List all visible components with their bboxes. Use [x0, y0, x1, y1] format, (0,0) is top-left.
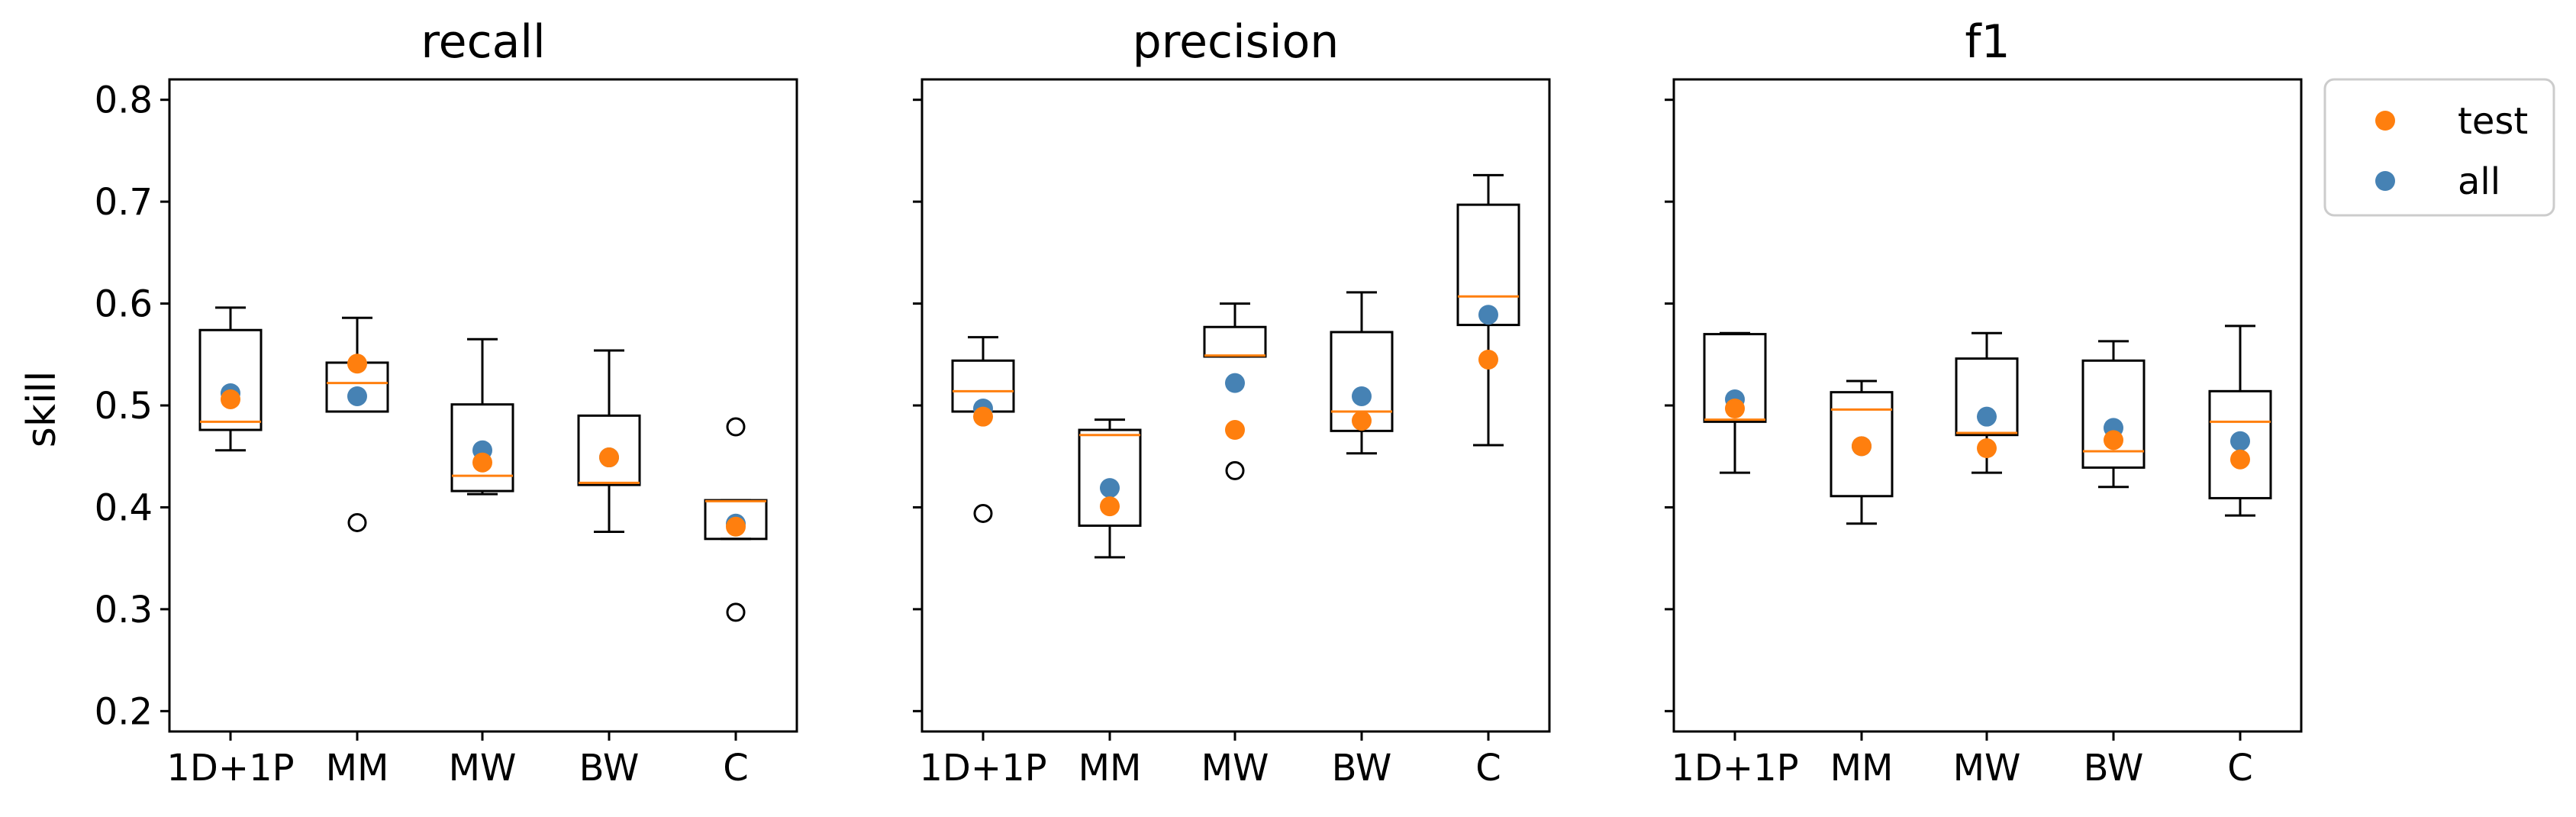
x-tick-label: MM: [326, 747, 389, 790]
point-test-MW: [1225, 420, 1245, 441]
panel-f1: f1 1D+1P MM MW BW C: [1665, 15, 2303, 790]
y-tick-label: 0.6: [95, 283, 153, 326]
plot-frame: [1672, 78, 2303, 733]
box-BW: [577, 349, 641, 533]
x-tick-label: MW: [1201, 747, 1269, 790]
point-test-BW: [2104, 430, 2123, 450]
point-all-MM: [347, 386, 367, 406]
box-MM: [325, 316, 389, 532]
point-all-C: [2230, 431, 2250, 451]
box-iqr: [1078, 428, 1142, 527]
point-test-C: [726, 516, 746, 537]
box-iqr: [1703, 333, 1767, 423]
x-tick-label: BW: [2084, 747, 2144, 790]
box-iqr: [1830, 391, 1894, 498]
point-test-BW: [1352, 411, 1372, 431]
x-tick-label: MW: [449, 747, 517, 790]
x-tick-label: C: [1475, 747, 1501, 790]
box-iqr: [2208, 389, 2272, 499]
box-1D+1P: [198, 306, 263, 452]
legend-label-all: all: [2458, 160, 2500, 203]
box-MW: [1955, 331, 2019, 474]
point-test-C: [2230, 449, 2250, 470]
y-tick-label: 0.8: [95, 79, 153, 122]
point-all-C: [1478, 305, 1498, 325]
point-test-MW: [1977, 438, 1997, 459]
x-tick-label: BW: [579, 747, 640, 790]
point-all-MM: [1100, 478, 1120, 499]
point-test-1D+1P: [1725, 399, 1745, 419]
box-C: [2208, 325, 2272, 517]
legend-label-test: test: [2458, 100, 2528, 143]
box-iqr: [1955, 357, 2019, 437]
panel-recall: recall 0.2 0.3 0.4 0.5 0.6 0.7 0.8 1D+1P MM MW BW C: [95, 15, 798, 790]
x-tick-label: MM: [1078, 747, 1142, 790]
y-tick-label: 0.5: [95, 385, 153, 428]
legend-marker-all: [2375, 171, 2395, 191]
x-tick-label: BW: [1332, 747, 1392, 790]
box-iqr: [577, 414, 641, 486]
point-test-1D+1P: [221, 389, 240, 409]
y-tick-label: 0.7: [95, 181, 153, 224]
box-MM: [1830, 379, 1894, 525]
legend: test all: [2323, 78, 2555, 217]
x-tick-label: MM: [1830, 747, 1894, 790]
point-test-C: [1478, 349, 1498, 370]
box-MW: [450, 337, 514, 496]
y-axis-label: skill: [19, 371, 65, 448]
x-tick-label: 1D+1P: [919, 747, 1046, 790]
y-tick-label: 0.4: [95, 486, 153, 529]
panels: recall 0.2 0.3 0.4 0.5 0.6 0.7 0.8 1D+1P MM MW BW Cp…: [95, 15, 2303, 790]
point-test-MM: [347, 354, 367, 374]
y-tick-label: 0.2: [95, 690, 153, 733]
panel-precision: precision 1D+1P MM MW BW C: [913, 15, 1551, 790]
box-iqr: [198, 328, 263, 431]
x-tick-label: C: [2227, 747, 2253, 790]
y-tick-label: 0.3: [95, 589, 153, 631]
x-tick-label: 1D+1P: [166, 747, 294, 790]
point-all-MW: [1977, 406, 1997, 427]
box-C: [1456, 173, 1520, 447]
box-iqr: [1330, 331, 1394, 432]
x-tick-label: 1D+1P: [1671, 747, 1798, 790]
outlier: [973, 503, 993, 523]
outlier: [726, 602, 746, 622]
box-iqr: [450, 403, 514, 492]
point-test-MM: [1100, 496, 1120, 517]
point-test-1D+1P: [973, 406, 993, 427]
outlier: [726, 417, 746, 437]
box-iqr: [2081, 359, 2146, 469]
point-test-MM: [1852, 436, 1872, 457]
box-C: [704, 417, 768, 622]
outlier: [347, 512, 367, 532]
box-BW: [2081, 340, 2146, 489]
box-1D+1P: [1703, 331, 1767, 474]
box-iqr: [1456, 203, 1520, 327]
box-MW: [1203, 302, 1267, 480]
panel-title-precision: precision: [1133, 15, 1340, 69]
panel-title-recall: recall: [421, 15, 545, 69]
box-MM: [1078, 418, 1142, 559]
point-test-BW: [599, 447, 619, 468]
x-tick-label: MW: [1953, 747, 2021, 790]
outlier: [1225, 460, 1245, 480]
point-all-BW: [1352, 386, 1372, 406]
x-tick-label: C: [723, 747, 749, 790]
panel-title-f1: f1: [1965, 15, 2010, 69]
box-1D+1P: [951, 336, 1015, 523]
legend-marker-test: [2375, 111, 2395, 131]
box-iqr: [1203, 325, 1267, 358]
point-test-MW: [472, 452, 492, 473]
plot-frame: [920, 78, 1551, 733]
plot-frame: [168, 78, 798, 733]
point-all-MW: [1225, 373, 1245, 393]
